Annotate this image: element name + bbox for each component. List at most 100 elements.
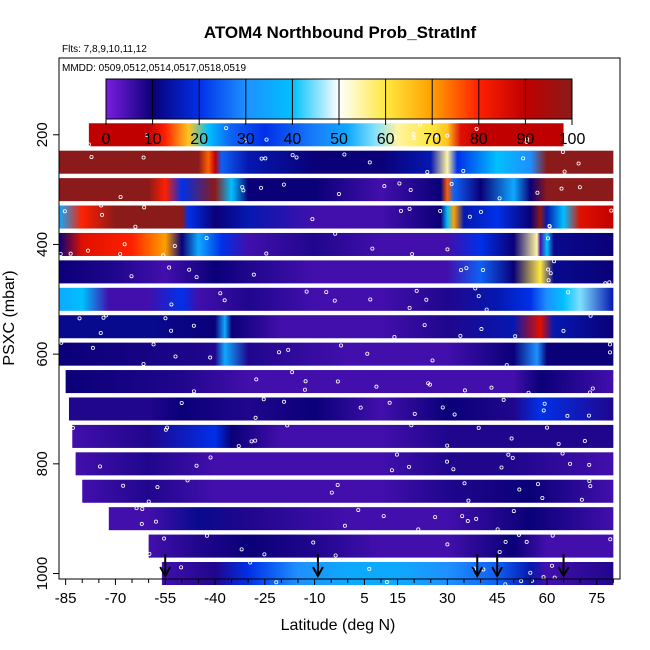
heatmap-band <box>68 397 614 421</box>
sample-point <box>194 463 199 468</box>
sample-point <box>430 358 435 363</box>
sample-point <box>141 361 146 366</box>
sample-point <box>146 499 151 504</box>
sample-point <box>333 553 338 558</box>
sample-point <box>118 252 123 257</box>
sample-point <box>397 181 402 186</box>
y-tick-label: 400 <box>34 232 51 257</box>
sample-point <box>251 272 256 277</box>
sample-point <box>367 160 372 165</box>
sample-point <box>167 265 172 270</box>
sample-point <box>524 539 529 544</box>
sample-point <box>433 515 438 520</box>
colorbar: 0 10 20 30 40 50 60 70 80 90 100 <box>102 78 585 148</box>
sample-point <box>464 266 469 271</box>
sample-point <box>407 464 412 469</box>
sample-point <box>568 461 573 466</box>
sample-point <box>586 413 591 418</box>
sample-point <box>358 405 363 410</box>
sample-point <box>311 540 316 545</box>
sample-point <box>503 539 508 544</box>
sample-point <box>524 139 529 144</box>
sample-point <box>191 389 196 394</box>
sample-point <box>339 343 344 348</box>
sample-point <box>473 286 478 291</box>
sample-point <box>550 533 555 538</box>
sample-point <box>374 384 379 389</box>
sample-point <box>394 452 399 457</box>
heatmap-band <box>59 205 614 229</box>
sample-point <box>310 217 315 222</box>
heatmap-band <box>59 178 614 202</box>
sample-point <box>476 425 481 430</box>
colorbar-tick-label: 20 <box>190 131 208 148</box>
sample-point <box>548 271 553 276</box>
sample-point <box>274 580 279 585</box>
sample-point <box>100 212 105 217</box>
y-tick-label: 1000 <box>34 557 51 590</box>
heatmap-band <box>88 123 564 147</box>
sample-point <box>425 169 430 174</box>
sample-point <box>422 323 427 328</box>
x-tick-label: -10 <box>304 590 326 607</box>
x-tick-label: 60 <box>539 590 556 607</box>
sample-point <box>118 194 123 199</box>
sample-point <box>165 425 170 430</box>
heatmap-band <box>72 424 614 448</box>
sample-point <box>335 482 340 487</box>
sample-point <box>560 149 565 154</box>
sample-point <box>173 354 178 359</box>
sample-point <box>134 506 139 511</box>
heatmap-band <box>75 452 614 476</box>
sample-point <box>576 161 581 166</box>
sample-point <box>565 413 570 418</box>
x-tick-label: -25 <box>254 590 276 607</box>
sample-point <box>290 153 295 158</box>
sample-point <box>336 191 341 196</box>
sample-point <box>370 246 375 251</box>
sample-point <box>86 142 91 147</box>
x-tick-label: -55 <box>154 590 176 607</box>
sample-point <box>356 507 361 512</box>
sample-point <box>462 481 467 486</box>
sample-point <box>367 566 372 571</box>
sample-point <box>542 401 547 406</box>
sample-point <box>445 443 450 448</box>
colorbar-tick-label: 70 <box>423 131 441 148</box>
sample-point <box>382 184 387 189</box>
sample-point <box>169 328 174 333</box>
sample-point <box>461 168 466 173</box>
sample-point <box>526 390 531 395</box>
sample-point <box>414 288 419 293</box>
sample-point <box>101 315 106 320</box>
sample-point <box>104 313 109 318</box>
sample-point <box>556 441 561 446</box>
sample-point <box>191 323 196 328</box>
sample-point <box>259 185 264 190</box>
sample-point <box>162 536 167 541</box>
sample-point <box>504 363 509 368</box>
sample-point <box>407 206 412 211</box>
sample-point <box>239 547 244 552</box>
sample-point <box>495 527 500 532</box>
heatmap-bands <box>59 123 614 586</box>
sample-point <box>525 137 530 142</box>
sample-point <box>607 342 612 347</box>
sample-point <box>407 305 412 310</box>
sample-point <box>546 267 551 272</box>
sample-point <box>579 497 584 502</box>
sample-point <box>161 253 166 258</box>
sample-point <box>179 400 184 405</box>
sample-point <box>285 423 290 428</box>
sample-point <box>70 425 75 430</box>
sample-point <box>261 397 266 402</box>
sample-point <box>411 132 416 137</box>
colorbar-tick-label: 60 <box>377 131 395 148</box>
sample-point <box>294 155 299 160</box>
sample-point <box>433 133 438 138</box>
sample-point <box>324 290 329 295</box>
sample-point <box>476 294 481 299</box>
sample-point <box>387 400 392 405</box>
sample-point <box>185 478 190 483</box>
sample-point <box>547 224 552 229</box>
